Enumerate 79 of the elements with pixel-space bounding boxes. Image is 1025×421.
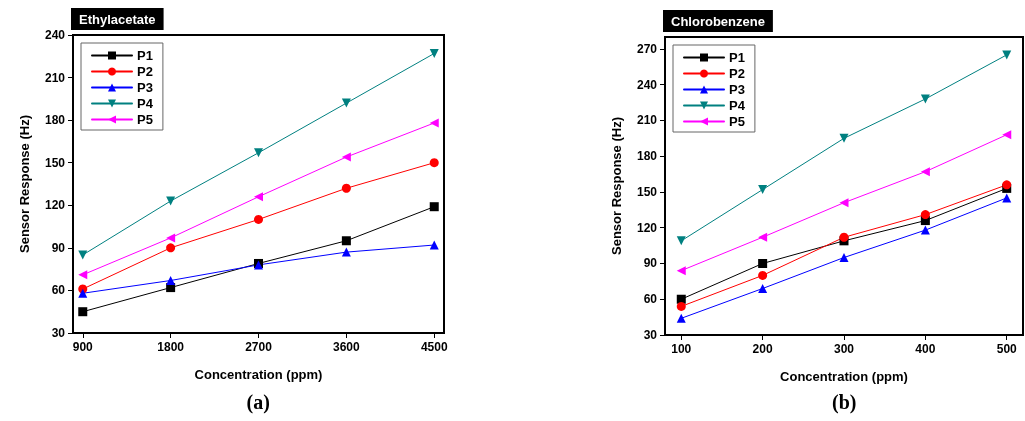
point (429, 202, 439, 212)
point (341, 183, 351, 193)
point (166, 276, 176, 285)
y-axis-title: Sensor Response (Hz) (17, 115, 32, 253)
x-tick-label: 3600 (333, 340, 361, 354)
point (78, 288, 88, 298)
chart-title: Chlorobenzene (671, 14, 765, 29)
point (839, 198, 849, 208)
x-tick-label: 200 (752, 342, 773, 356)
legend-label: P3 (137, 80, 153, 95)
point (341, 236, 351, 246)
point (758, 270, 768, 280)
point (676, 301, 686, 311)
y-tick-label: 120 (44, 198, 66, 213)
x-tick-label: 2700 (245, 340, 273, 354)
legend-label: P4 (729, 98, 746, 113)
y-tick-label: 30 (643, 328, 658, 342)
y-axis-title: Sensor Response (Hz) (609, 117, 624, 255)
point (166, 243, 176, 253)
y-tick-label: 90 (51, 240, 66, 255)
x-tick-label: 900 (72, 340, 94, 354)
y-tick-label: 120 (636, 220, 658, 235)
y-tick-label: 60 (51, 283, 66, 298)
point (758, 258, 768, 268)
point (676, 313, 686, 323)
x-tick-label: 500 (996, 342, 1018, 356)
point (920, 94, 930, 104)
point (429, 240, 439, 250)
y-tick-label: 210 (44, 70, 66, 85)
y-tick-label: 210 (636, 113, 658, 128)
point (78, 307, 88, 317)
text: (b) (832, 391, 857, 414)
point (839, 253, 849, 263)
point (758, 284, 768, 294)
point (254, 148, 263, 158)
point (429, 118, 439, 128)
point (839, 133, 849, 143)
legend-label: P5 (729, 114, 745, 129)
legend-label: P2 (729, 66, 745, 81)
point (676, 266, 686, 276)
y-tick-label: 240 (44, 28, 66, 42)
y-tick-label: 180 (44, 113, 66, 128)
legend-label: P5 (137, 112, 153, 127)
legend-label: P1 (729, 50, 745, 65)
x-tick-label: 400 (915, 342, 936, 356)
x-axis-title: Concentration (ppm) (194, 367, 323, 382)
x-tick-label: 1800 (157, 340, 185, 354)
text: (a) (246, 391, 270, 414)
x-tick-label: 100 (671, 342, 692, 356)
point (341, 247, 351, 257)
y-tick-label: 150 (44, 155, 66, 170)
y-tick-label: 180 (636, 149, 658, 164)
point (839, 232, 849, 242)
y-tick-label: 30 (51, 326, 66, 340)
legend-label: P2 (137, 64, 153, 79)
y-tick-label: 90 (643, 256, 658, 271)
point (920, 210, 930, 220)
x-axis-title: Concentration (ppm) (780, 369, 908, 384)
legend-label: P3 (729, 82, 745, 97)
point (1002, 50, 1012, 60)
chart-title: Ethylacetate (79, 12, 156, 27)
point (78, 250, 88, 260)
x-tick-label: 300 (833, 342, 855, 356)
point (254, 214, 263, 224)
y-tick-label: 60 (643, 292, 658, 307)
point (254, 192, 263, 202)
legend-label: P4 (137, 96, 154, 111)
point (676, 236, 686, 246)
x-tick-label: 4500 (420, 340, 448, 354)
point (429, 158, 439, 168)
point (758, 185, 768, 195)
legend-label: P1 (137, 48, 153, 63)
y-tick-label: 150 (636, 184, 658, 199)
point (920, 225, 930, 235)
y-tick-label: 270 (636, 41, 658, 56)
point (920, 167, 930, 177)
y-tick-label: 240 (636, 77, 658, 92)
point (166, 233, 176, 243)
point (341, 152, 351, 162)
